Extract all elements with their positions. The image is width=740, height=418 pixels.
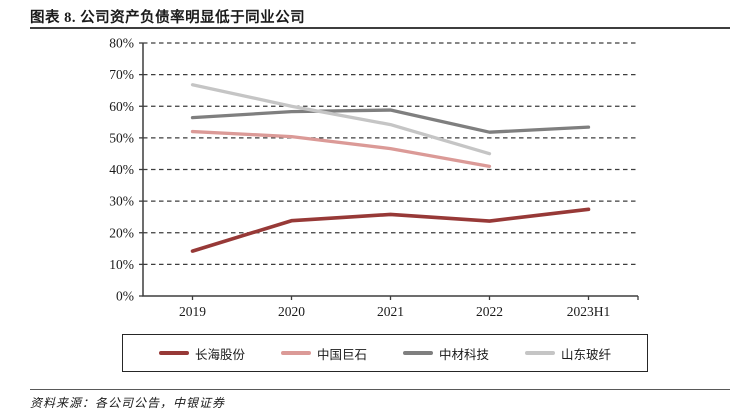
x-tick-label: 2021 xyxy=(377,304,404,319)
series-line-山东玻纤 xyxy=(190,83,492,156)
legend-label: 山东玻纤 xyxy=(560,347,611,362)
legend-label: 中国巨石 xyxy=(316,347,367,362)
x-tick-label: 2020 xyxy=(278,304,305,319)
legend-label: 长海股份 xyxy=(194,347,245,362)
legend-swatch-icon xyxy=(402,351,433,355)
y-tick-label: 50% xyxy=(109,130,134,145)
series-line-中国巨石 xyxy=(190,129,492,168)
x-tick-label: 2023H1 xyxy=(567,304,611,319)
title-divider xyxy=(30,27,730,29)
y-tick-label: 0% xyxy=(116,289,134,304)
legend-item-0: 长海股份 xyxy=(158,344,245,363)
y-tick-label: 20% xyxy=(109,225,134,240)
x-tick-label: 2022 xyxy=(476,304,503,319)
chart-legend: 长海股份 中国巨石 中材科技 山东玻纤 xyxy=(122,334,648,372)
source-divider xyxy=(30,389,730,390)
source-note: 资料来源：各公司公告，中银证券 xyxy=(30,396,226,410)
figure-title: 图表 8. 公司资产负债率明显低于同业公司 xyxy=(30,10,306,26)
legend-item-2: 中材科技 xyxy=(402,344,489,363)
y-tick-label: 70% xyxy=(109,67,134,82)
y-tick-label: 10% xyxy=(109,257,134,272)
y-tick-label: 60% xyxy=(109,99,134,114)
y-tick-label: 80% xyxy=(109,36,134,51)
series-line-中材科技 xyxy=(190,108,591,134)
x-tick-label: 2019 xyxy=(179,304,206,319)
legend-swatch-icon xyxy=(158,351,189,355)
legend-swatch-icon xyxy=(280,351,311,355)
legend-swatch-icon xyxy=(524,351,555,355)
legend-item-1: 中国巨石 xyxy=(280,344,367,363)
line-chart-canvas: 0% 10% 20% 30% 40% 50% 60% 70% 80% 2019 2020 2021 20… xyxy=(109,36,639,319)
legend-label: 中材科技 xyxy=(438,347,489,362)
legend-item-3: 山东玻纤 xyxy=(524,344,611,363)
y-tick-label: 40% xyxy=(109,162,134,177)
axis xyxy=(142,43,638,297)
y-tick-label: 30% xyxy=(109,194,134,209)
series-line-长海股份 xyxy=(190,207,591,253)
